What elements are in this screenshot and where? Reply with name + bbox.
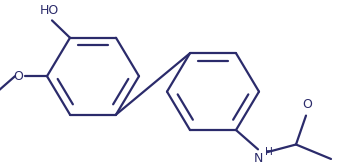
Text: O: O xyxy=(13,70,23,83)
Text: H: H xyxy=(265,147,273,157)
Text: N: N xyxy=(253,152,263,165)
Text: HO: HO xyxy=(39,4,59,17)
Text: O: O xyxy=(302,98,312,111)
